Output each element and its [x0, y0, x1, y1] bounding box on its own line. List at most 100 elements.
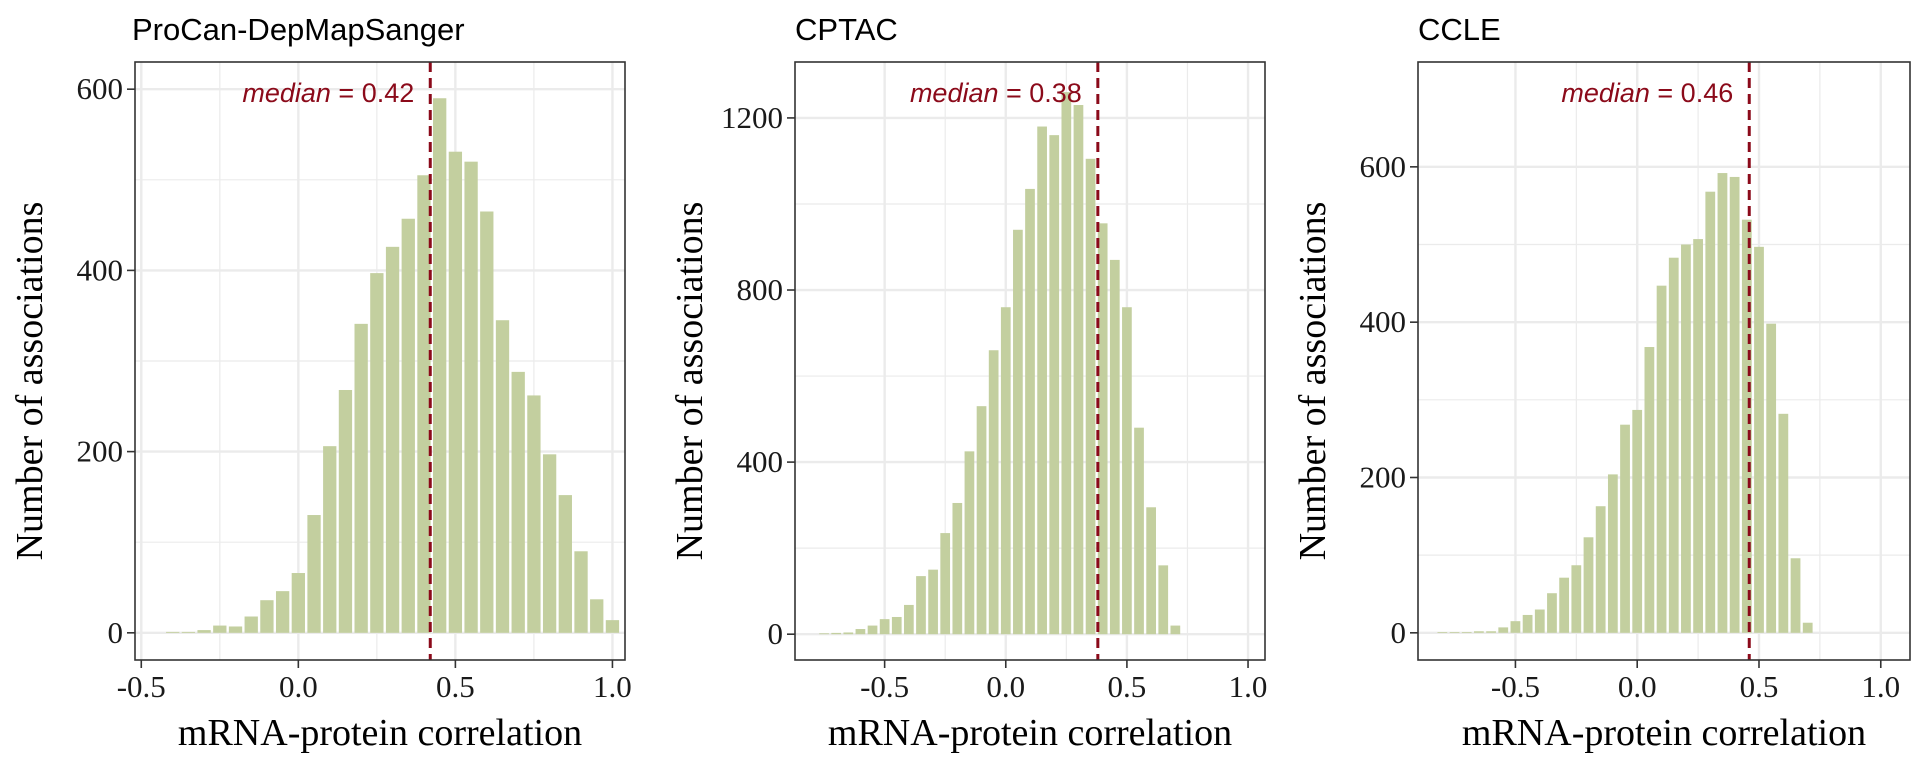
histogram-bar — [244, 616, 258, 633]
histogram-bar — [1534, 609, 1545, 633]
histogram-bar — [1097, 223, 1108, 635]
median-label: median = 0.42 — [242, 78, 414, 108]
histogram-bar — [260, 600, 274, 633]
histogram-bar — [511, 371, 525, 633]
histogram-bar — [1571, 565, 1582, 633]
histogram-bar — [1109, 259, 1120, 635]
histogram-bar — [1146, 507, 1156, 635]
x-tick-label: 0.0 — [986, 669, 1025, 704]
histogram-bar — [527, 395, 541, 633]
median-group: median = 0.46 — [1561, 62, 1751, 660]
histogram-bar — [574, 551, 588, 633]
x-tick-label: 1.0 — [1229, 669, 1268, 704]
histogram-bar — [1037, 126, 1047, 635]
histogram-bar — [1158, 565, 1169, 635]
median-label-value: = 0.42 — [331, 78, 414, 108]
histogram-bar — [401, 218, 415, 633]
y-tick-label: 0 — [108, 615, 124, 650]
histogram-bar — [385, 246, 400, 633]
histogram-bar — [323, 446, 337, 633]
histogram-bar — [1717, 173, 1728, 633]
histogram-bar — [891, 616, 902, 635]
plot-frame — [794, 61, 1266, 661]
x-tick-label: -0.5 — [1491, 669, 1540, 704]
histogram-bar — [1778, 413, 1789, 633]
x-axis-title: mRNA-protein correlation — [828, 712, 1232, 754]
x-axis-title: mRNA-protein correlation — [1462, 712, 1866, 754]
histogram-bar — [558, 495, 572, 633]
histogram-bar — [605, 620, 620, 633]
histogram-bar — [1061, 92, 1072, 635]
histogram-bar — [166, 631, 180, 633]
panel-cptac: CPTAC median = 0.38 -0.5 0.0 0.5 1.0 0 400 800… — [669, 12, 1267, 754]
histogram-bar — [1729, 176, 1740, 633]
histogram-bar — [1754, 246, 1764, 633]
histogram-bar — [1474, 631, 1484, 633]
x-tick-label: 0.5 — [1108, 669, 1147, 704]
y-tick-label: 200 — [1360, 459, 1407, 494]
histogram-bar — [197, 630, 211, 633]
median-label-value: = 0.46 — [1650, 78, 1733, 108]
bars-group — [1437, 173, 1813, 633]
y-tick-label: 0 — [1391, 615, 1407, 650]
bars-group — [166, 98, 620, 633]
ticks-group: -0.5 0.0 0.5 1.0 0 200 400 600 — [77, 71, 632, 704]
median-label: median = 0.46 — [1561, 78, 1733, 108]
histogram-bar — [1437, 632, 1448, 633]
histogram-bar — [291, 573, 305, 633]
histogram-bar — [181, 631, 196, 633]
ticks-group: -0.5 0.0 0.5 1.0 0 400 800 1200 — [721, 100, 1267, 704]
histogram-bar — [448, 151, 463, 633]
histogram-bar — [1632, 409, 1643, 633]
histogram-bar — [480, 211, 494, 633]
histogram-bar — [988, 350, 999, 635]
histogram-bar — [819, 633, 829, 635]
histogram-bar — [916, 576, 926, 635]
histogram-bar — [1025, 188, 1035, 635]
histogram-bar — [1073, 105, 1084, 635]
median-group: median = 0.38 — [910, 62, 1100, 660]
histogram-bar — [338, 389, 353, 633]
histogram-bar — [928, 569, 938, 635]
x-tick-label: -0.5 — [860, 669, 909, 704]
histogram-bar — [1644, 347, 1655, 633]
y-axis-title: Number of associations — [1292, 202, 1334, 561]
histogram-bar — [1000, 307, 1011, 635]
histogram-bar — [843, 632, 854, 635]
y-tick-label: 400 — [1360, 304, 1407, 339]
histogram-bar — [1583, 537, 1594, 633]
x-tick-label: 1.0 — [593, 669, 632, 704]
y-tick-label: 1200 — [721, 100, 783, 135]
histogram-bar — [976, 406, 987, 635]
histogram-bar — [1802, 622, 1813, 633]
panel-ccle: CCLE median = 0.46 -0.5 0.0 0.5 1.0 0 200 400 6… — [1292, 12, 1911, 754]
histogram-bar — [1449, 632, 1460, 633]
histogram-bar — [1668, 257, 1679, 633]
histogram-bar — [1461, 632, 1472, 633]
histogram-bar — [307, 515, 321, 633]
histogram-bar — [1013, 229, 1023, 635]
histogram-bar — [855, 629, 866, 635]
median-label-var: median — [1561, 78, 1650, 108]
panel-title: CPTAC — [795, 12, 898, 47]
x-tick-label: 0.5 — [1740, 669, 1779, 704]
y-axis-title: Number of associations — [669, 202, 711, 561]
x-axis-title: mRNA-protein correlation — [178, 712, 582, 754]
y-axis-title: Number of associations — [9, 202, 51, 561]
x-tick-label: 1.0 — [1861, 669, 1900, 704]
histogram-bar — [542, 454, 557, 633]
histogram-bar — [831, 632, 842, 635]
x-tick-label: 0.0 — [1618, 669, 1657, 704]
median-label-var: median — [910, 78, 999, 108]
x-tick-label: 0.5 — [436, 669, 475, 704]
histogram-bar — [1607, 474, 1618, 633]
histogram-bar — [1790, 558, 1801, 633]
histogram-bar — [964, 451, 975, 635]
plot-frame — [134, 61, 626, 661]
histogram-bar — [1559, 577, 1570, 633]
histogram-bar — [904, 604, 914, 635]
histogram-bar — [464, 161, 478, 633]
histogram-bar — [370, 273, 384, 633]
histogram-bar — [1522, 614, 1533, 633]
